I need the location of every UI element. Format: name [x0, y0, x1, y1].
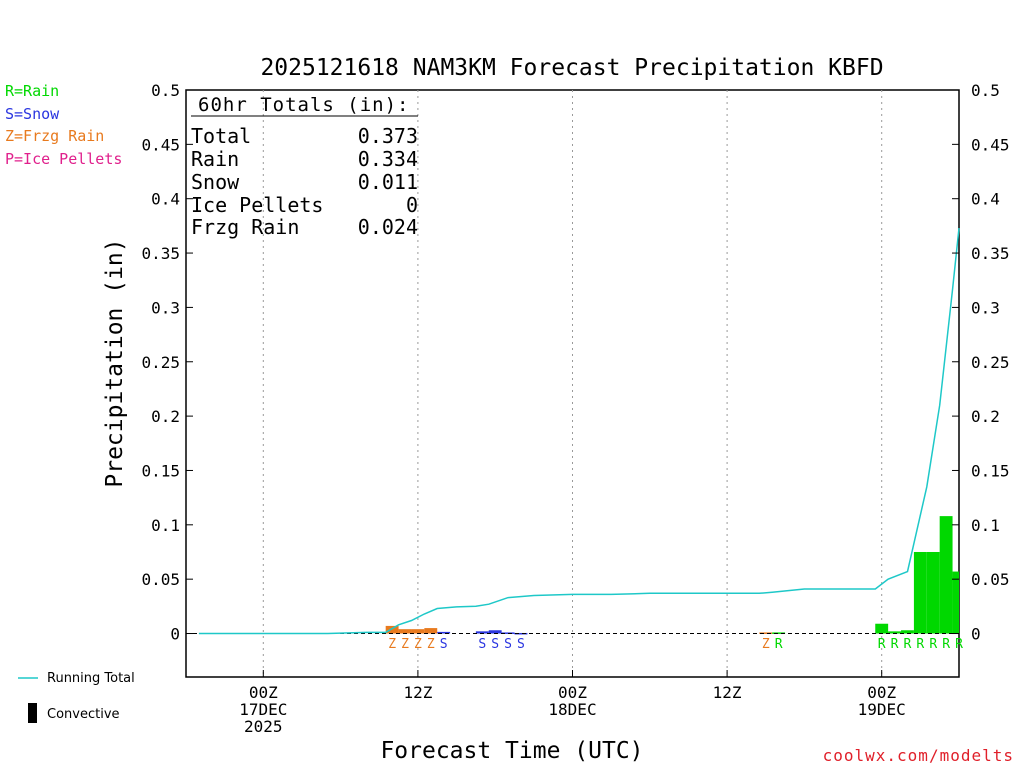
- ptype-letter: S: [440, 637, 448, 652]
- totals-total-label: Total: [191, 124, 251, 148]
- totals-snow-label: Snow: [191, 170, 240, 194]
- y-tick-label: 0.1: [971, 516, 1000, 535]
- y-tick-label: 0.2: [971, 407, 1000, 426]
- running-total-line: [198, 228, 960, 635]
- totals-rain-label: Rain: [191, 147, 239, 171]
- y-tick-label: 0.05: [971, 570, 1010, 589]
- running-total-legend-label: Running Total: [47, 671, 135, 686]
- totals-pellets-value: 0: [406, 193, 418, 217]
- precip-bar: [437, 631, 451, 634]
- legend-rain: R=Rain: [5, 82, 59, 100]
- ptype-letter: Z: [414, 637, 422, 652]
- totals-snow-value: 0.011: [358, 170, 418, 194]
- precip-bar: [952, 571, 959, 634]
- precip-bar: [888, 631, 902, 634]
- y-tick-label: 0.25: [141, 353, 180, 372]
- y-tick-label: 0.45: [141, 135, 180, 154]
- y-tick-label: 0.5: [971, 81, 1000, 100]
- y-tick-label: 0: [971, 625, 981, 644]
- precip-bar: [514, 632, 528, 635]
- ptype-letter: S: [517, 637, 525, 652]
- ptype-letter: R: [942, 637, 950, 652]
- precip-bar: [901, 630, 914, 634]
- ptype-letter: R: [775, 637, 783, 652]
- y-tick-label: 0.05: [141, 570, 180, 589]
- totals-header: 60hr Totals (in):: [198, 94, 409, 116]
- x-tick-label: 00Z: [867, 683, 896, 702]
- site-credit: coolwx.com/modelts: [823, 746, 1014, 765]
- y-tick-label: 0: [170, 625, 180, 644]
- x-tick-label: 12Z: [713, 683, 742, 702]
- convective-legend-label: Convective: [47, 707, 120, 722]
- ptype-letter: R: [891, 637, 899, 652]
- y-tick-label: 0.3: [151, 298, 180, 317]
- ptype-letter: S: [504, 637, 512, 652]
- precip-bars: [385, 516, 959, 635]
- y-tick-label: 0.5: [151, 81, 180, 100]
- totals-box: 60hr Totals (in): Total 0.373 Rain 0.334…: [191, 94, 418, 239]
- y-tick-label: 0.35: [971, 244, 1010, 263]
- x-tick-label: 00Z: [249, 683, 278, 702]
- ptype-letter: R: [955, 637, 963, 652]
- ptype-letter: R: [929, 637, 937, 652]
- ptype-letter: R: [904, 637, 912, 652]
- precip-bar: [385, 625, 399, 634]
- ptype-letter: Z: [762, 637, 770, 652]
- precip-bar: [411, 629, 425, 634]
- ptype-legend: R=Rain S=Snow Z=Frzg Rain P=Ice Pellets: [5, 82, 122, 168]
- ptype-letter: R: [916, 637, 924, 652]
- precip-bar: [939, 516, 953, 634]
- legend-frzg: Z=Frzg Rain: [5, 127, 104, 145]
- precip-bar: [772, 632, 786, 634]
- x-tick-label: 17DEC: [239, 700, 287, 719]
- precip-bar: [424, 628, 438, 634]
- precip-bar: [398, 629, 412, 634]
- y-tick-label: 0.2: [151, 407, 180, 426]
- y-tick-label: 0.15: [141, 461, 180, 480]
- totals-frzg-value: 0.024: [358, 215, 418, 239]
- precip-bar: [913, 551, 927, 634]
- y-tick-label: 0.25: [971, 353, 1010, 372]
- ptype-letter: Z: [427, 637, 435, 652]
- grid-lines: [262, 90, 883, 677]
- y-axis-label: Precipitation (in): [102, 238, 128, 487]
- ptype-letter: Z: [401, 637, 409, 652]
- x-axis-label: Forecast Time (UTC): [380, 738, 643, 764]
- precip-bar: [926, 551, 940, 634]
- totals-rain-value: 0.334: [358, 147, 418, 171]
- chart-title: 2025121618 NAM3KM Forecast Precipitation…: [260, 55, 883, 81]
- totals-total-value: 0.373: [358, 124, 418, 148]
- precip-bar: [488, 630, 502, 634]
- ptype-letter: S: [478, 637, 486, 652]
- y-tick-label: 0.15: [971, 461, 1010, 480]
- legend-snow: S=Snow: [5, 105, 60, 123]
- y-tick-label: 0.35: [141, 244, 180, 263]
- totals-frzg-label: Frzg Rain: [191, 215, 299, 239]
- bottom-legend: Running Total Convective: [18, 671, 135, 723]
- convective-swatch: [28, 703, 37, 723]
- y-tick-label: 0.45: [971, 135, 1010, 154]
- ptype-letter: Z: [388, 637, 396, 652]
- precip-bar: [475, 631, 489, 634]
- ptype-letter: S: [491, 637, 499, 652]
- y-tick-label: 0.1: [151, 516, 180, 535]
- legend-pellets: P=Ice Pellets: [5, 150, 122, 168]
- ptype-letter: R: [878, 637, 886, 652]
- x-tick-label: 2025: [244, 717, 283, 736]
- precip-bar: [875, 623, 889, 634]
- y-axis-left: 0 0.05 0.1 0.15 0.2 0.25 0.3 0.35 0.4 0.45 0.5: [141, 81, 193, 644]
- precip-bar: [759, 632, 773, 634]
- y-axis-right: 0 0.05 0.1 0.15 0.2 0.25 0.3 0.35 0.4 0.45 0.5: [952, 81, 1010, 644]
- x-tick-label: 19DEC: [858, 700, 906, 719]
- y-tick-label: 0.4: [151, 190, 180, 209]
- x-tick-label: 18DEC: [548, 700, 596, 719]
- totals-pellets-label: Ice Pellets: [191, 193, 323, 217]
- y-tick-label: 0.4: [971, 190, 1000, 209]
- x-tick-label: 00Z: [558, 683, 587, 702]
- y-tick-label: 0.3: [971, 298, 1000, 317]
- x-tick-label: 12Z: [403, 683, 432, 702]
